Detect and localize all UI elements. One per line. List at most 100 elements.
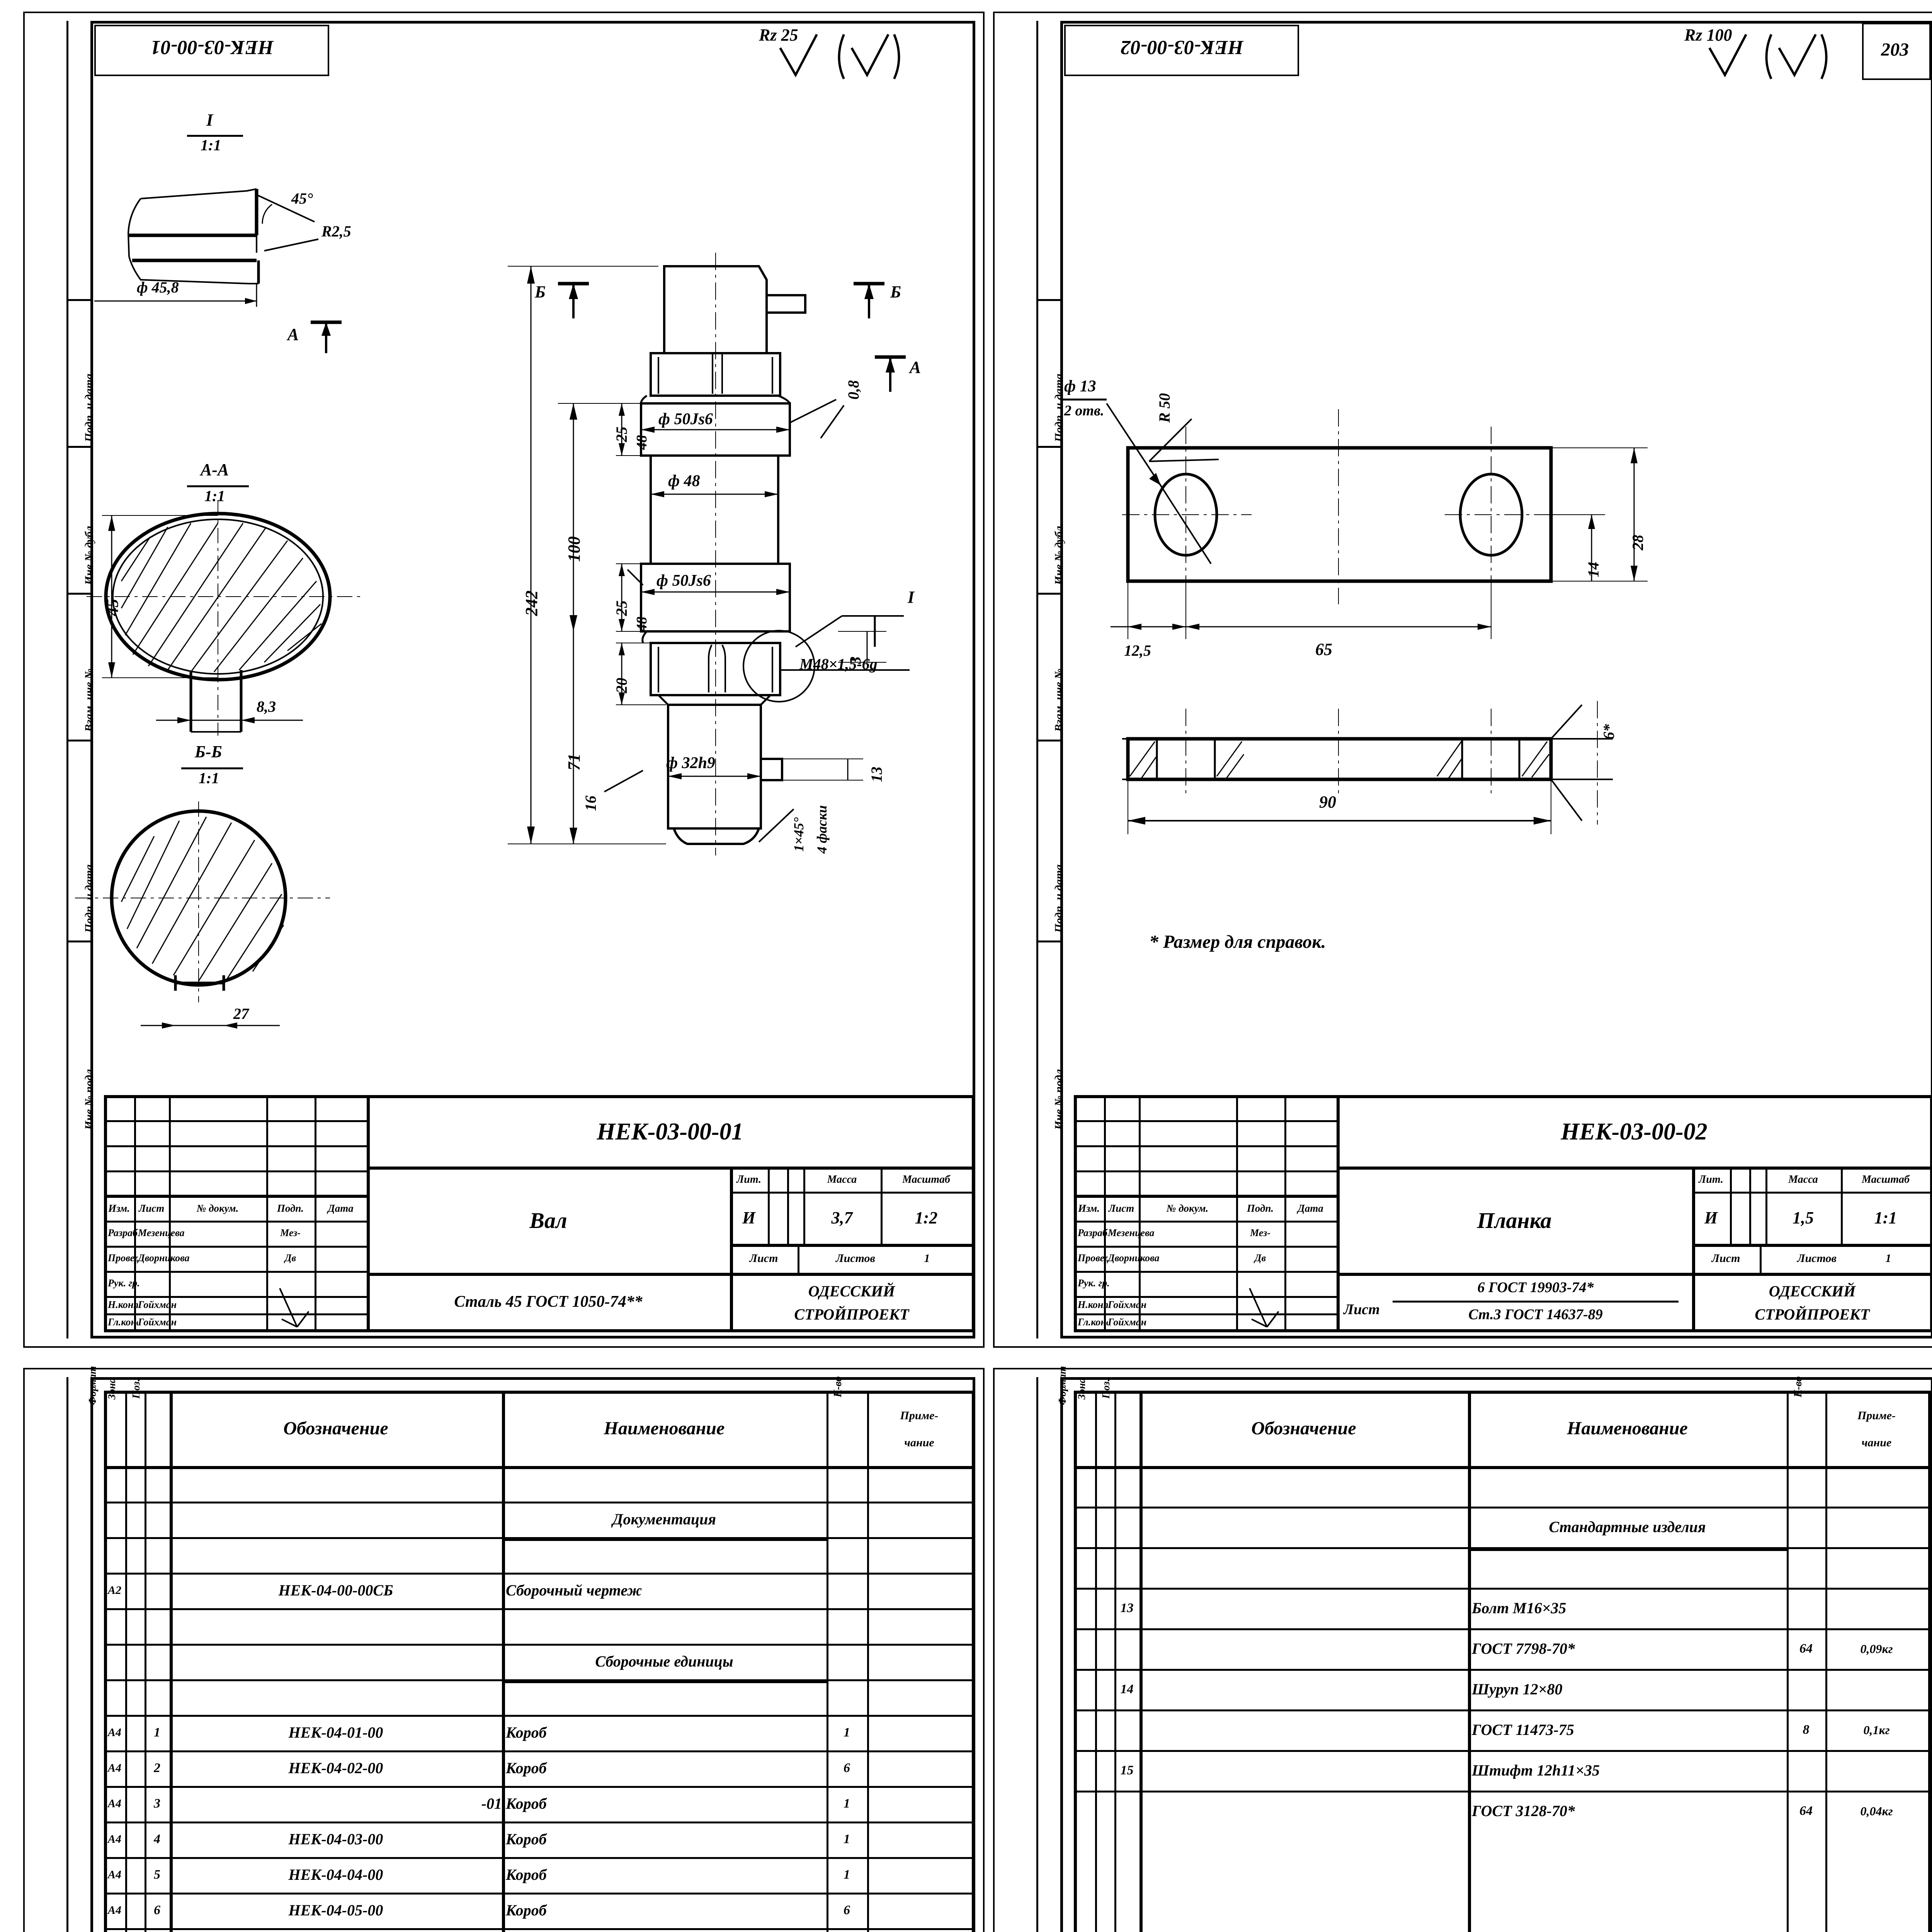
spec-cell-name: Короб [506, 1724, 547, 1741]
spec-cell-note [1825, 1466, 1928, 1507]
tb1-name-3: Гойхман [138, 1299, 177, 1310]
dim-14: 14 [1585, 562, 1602, 577]
tb1-lit-header: Лит. [736, 1173, 761, 1185]
tb1-role-0: Разраб. [108, 1227, 138, 1238]
tb1-role-1: Провер. [108, 1252, 138, 1264]
spec-cell-name: Болт М16×35 [1472, 1599, 1566, 1617]
spec-cell-format [104, 1502, 125, 1537]
dim-2holes: 2 отв. [1064, 403, 1104, 419]
spec-cell-qty [1787, 1750, 1825, 1791]
spec-row-divider [1074, 1588, 1930, 1590]
dim-48-upper: 48 [634, 435, 650, 450]
spec-cell-note [867, 1928, 971, 1932]
dim-d50js6-lower: ф 50Js6 [656, 572, 711, 590]
spec-cell-format: А4 [107, 1833, 121, 1845]
spec-cell-qty [1787, 1507, 1825, 1547]
tb1-sheets-header: Листов [836, 1252, 875, 1265]
spec-cell-note [867, 1644, 971, 1679]
tb1-scale-header: Масштаб [902, 1173, 950, 1185]
spec-cell-note [867, 1821, 971, 1857]
spec-cell-name: ГОСТ 11473-75 [1472, 1721, 1574, 1738]
spec-row-divider [104, 1573, 973, 1575]
spec-right-head-pos: Поз. [1100, 1379, 1112, 1399]
tb2-sign-1: Дв [1254, 1252, 1266, 1264]
dim-d50js6-upper: ф 50Js6 [658, 410, 713, 428]
tb2-sheet-header: Лист [1711, 1252, 1740, 1265]
spec-cell-qty [1787, 1588, 1825, 1628]
dim-48-lower: 48 [634, 617, 650, 631]
spec-cell-pos [1114, 1628, 1139, 1669]
dim-r50: R 50 [1156, 393, 1173, 423]
spec-left-head-format: Формат [86, 1366, 98, 1405]
dim-6star: 6* [1600, 724, 1617, 740]
dim-d13: ф 13 [1064, 378, 1096, 395]
spec-right-table: Формат Зона Поз. Обозначение Наименовани… [1056, 1366, 1931, 1932]
spec-cell-qty: 8 [1803, 1722, 1810, 1737]
tb2-name-1: Дворникова [1108, 1252, 1160, 1264]
tb2-role-2: Рук. гр. [1078, 1277, 1110, 1289]
sheet-planka-corner-code: НЕК-03-00-02 [1120, 36, 1244, 58]
spec-cell-note [867, 1786, 971, 1821]
spec-right-head-name: Наименование [1567, 1418, 1688, 1439]
spec-row-divider [104, 1857, 973, 1859]
spec-cell-name: Короб [506, 1866, 547, 1883]
dim-13: 13 [868, 767, 885, 782]
spec-right-head-format: Формат [1056, 1366, 1068, 1405]
dim-chamfer: 1×45° [791, 817, 806, 852]
tb1-name-0: Мезенцева [138, 1227, 185, 1238]
spec-cell-designation: НЕК-04-05-00 [288, 1901, 383, 1919]
section-mark-b-left: Б [535, 282, 546, 301]
spec-cell-note [1825, 1507, 1928, 1547]
spec-cell-name [1468, 1547, 1791, 1588]
section-mark-a-right: А [910, 358, 921, 377]
tb2-name-3: Гойхман [1108, 1299, 1147, 1310]
tb2-head-izm: Изм. [1078, 1202, 1100, 1214]
tb2-company-line2: СТРОЙПРОЕКТ [1755, 1306, 1870, 1323]
spec-cell-qty [827, 1573, 867, 1608]
spec-cell-designation: НЕК-04-04-00 [288, 1866, 383, 1883]
margin2-label-1: Инв.№ дубл. [1053, 523, 1065, 585]
spec-cell-pos [1114, 1709, 1139, 1750]
tb2-role-0: Разраб. [1078, 1227, 1108, 1238]
dim-25-upper: 25 [613, 427, 630, 442]
spec-row-divider [1074, 1669, 1930, 1671]
spec-cell-qty [827, 1608, 867, 1644]
spec-cell-qty [827, 1466, 867, 1502]
spec-cell-pos [145, 1679, 170, 1715]
tb1-name: Вал [529, 1208, 567, 1233]
spec-cell-qty: 6 [844, 1903, 850, 1917]
tb2-head-podp: Подп. [1247, 1202, 1274, 1214]
spec-row-divider [104, 1715, 973, 1717]
spec-cell-qty: 1 [844, 1725, 850, 1740]
detail-mark-i: I [908, 588, 915, 607]
spec-cell-designation [170, 1502, 502, 1537]
dim-71: 71 [565, 753, 583, 770]
spec-cell-designation [170, 1644, 502, 1679]
spec-cell-note [867, 1466, 971, 1502]
tb1-head-doc: № докум. [196, 1202, 239, 1214]
tb2-head-doc: № докум. [1166, 1202, 1209, 1214]
spec-cell-qty: 6 [844, 1761, 850, 1775]
sheet-planka-corner-box [1064, 25, 1299, 76]
spec-cell-pos: 6 [154, 1903, 160, 1917]
spec-cell-pos: 14 [1120, 1682, 1134, 1696]
tb1-lit-value: И [742, 1208, 756, 1227]
margin-label-1: Инв.№ дубл. [83, 523, 95, 585]
margin-label-3: Подп. и дата [83, 864, 95, 933]
spec-cell-format: А4 [107, 1762, 121, 1774]
tb2-name-0: Мезенцева [1108, 1227, 1155, 1238]
tb1-head-podp: Подп. [277, 1202, 304, 1214]
tb2-sheets-header: Листов [1797, 1252, 1837, 1265]
dim-chamfer-count: 4 фаски [814, 805, 830, 854]
spec-cell-pos [145, 1466, 170, 1502]
spec-left-head-zone: Зона [105, 1378, 117, 1400]
spec-cell-pos [1114, 1791, 1139, 1831]
spec-cell-qty: 1 [844, 1832, 850, 1846]
tb2-designation: НЕК-03-00-02 [1561, 1119, 1708, 1145]
dim-242: 242 [522, 590, 541, 616]
spec-cell-name [502, 1466, 830, 1502]
tb2-name-4: Гойхман [1108, 1316, 1147, 1328]
spec-cell-note [867, 1573, 971, 1608]
spec-cell-pos: 13 [1120, 1600, 1134, 1615]
tb1-mass-value: 3,7 [831, 1208, 853, 1227]
